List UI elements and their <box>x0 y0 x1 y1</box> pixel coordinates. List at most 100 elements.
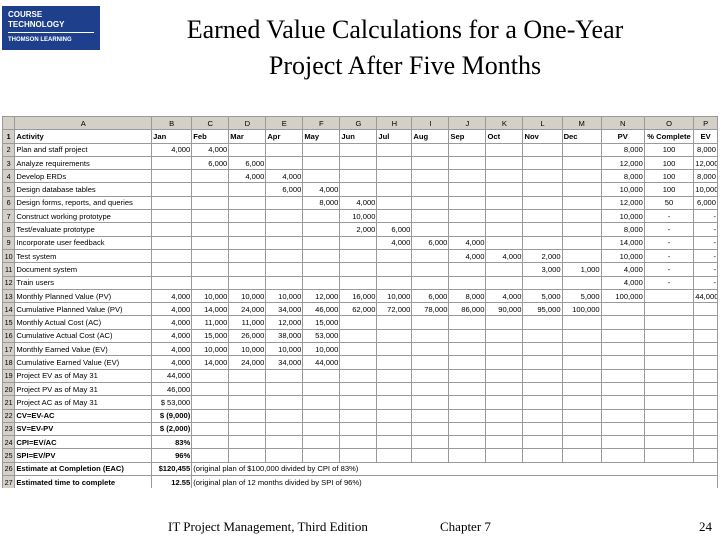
value-cell: 12,000 <box>693 155 718 171</box>
row-number: 13 <box>2 288 16 304</box>
value-cell <box>265 275 304 290</box>
value-cell: 34,000 <box>265 302 304 317</box>
column-letter: J <box>448 116 487 131</box>
value-cell <box>643 288 695 304</box>
activity-cell: CV=EV-AC <box>14 408 153 423</box>
value-cell <box>522 448 563 463</box>
value-cell: 5,000 <box>561 288 602 304</box>
table-row: 8 Test/evaluate prototype 2,000 6,000 8,000-… <box>2 222 718 237</box>
value-cell <box>693 435 718 450</box>
value-cell: 12,000 <box>600 195 645 211</box>
column-letter: E <box>265 116 304 131</box>
value-cell <box>411 408 450 423</box>
value-cell: 44,000 <box>151 368 193 383</box>
value-cell <box>561 222 602 237</box>
value-cell: Dec <box>561 129 602 144</box>
value-cell <box>522 408 563 423</box>
value-cell <box>265 448 304 463</box>
slide-title-line-2: Project After Five Months <box>268 51 542 80</box>
activity-cell: Monthly Planned Value (PV) <box>14 288 153 304</box>
column-letter: H <box>376 116 413 131</box>
value-cell: 4,000 <box>339 195 378 211</box>
value-cell <box>448 169 487 184</box>
value-cell: 46,000 <box>151 381 193 397</box>
value-cell <box>151 182 193 197</box>
value-cell <box>561 328 602 344</box>
value-cell <box>448 342 487 357</box>
value-cell <box>448 421 487 437</box>
value-cell: 4,000 <box>376 235 413 250</box>
value-cell <box>522 355 563 370</box>
value-cell: 10,000 <box>600 182 645 197</box>
value-cell: 24,000 <box>228 302 267 317</box>
value-cell <box>191 435 230 450</box>
value-cell: 4,000 <box>228 169 267 184</box>
value-cell: 4,000 <box>151 328 193 344</box>
note-cell: (original plan of 12 months divided by S… <box>191 475 718 488</box>
value-cell <box>376 315 413 330</box>
value-cell <box>411 435 450 450</box>
value-cell <box>522 395 563 410</box>
row-number: 21 <box>2 395 16 410</box>
value-cell <box>151 248 193 264</box>
row-number: 17 <box>2 342 16 357</box>
value-cell: 4,000 <box>600 275 645 290</box>
value-cell: 4,000 <box>151 302 193 317</box>
value-cell <box>265 222 304 237</box>
value-cell <box>228 435 267 450</box>
value-cell: - <box>643 222 695 237</box>
value-cell <box>191 169 230 184</box>
value-cell <box>600 315 645 330</box>
value-cell <box>561 155 602 171</box>
value-cell <box>376 275 413 290</box>
table-row: 9 Incorporate user feedback 4,000 6,000 4,00… <box>2 235 718 250</box>
value-cell <box>411 328 450 344</box>
value-cell <box>561 421 602 437</box>
table-row: 1 Activity Jan Feb Mar Apr May Jun Jul Aug Sep Oct N… <box>2 129 718 144</box>
activity-cell: Cumulative Planned Value (PV) <box>14 302 153 317</box>
value-cell <box>376 195 413 211</box>
value-cell: 10,000 <box>191 288 230 304</box>
value-cell: 10,000 <box>600 209 645 224</box>
value-cell <box>302 235 341 250</box>
value-cell <box>448 381 487 397</box>
value-cell <box>600 342 645 357</box>
value-cell <box>643 408 695 423</box>
value-cell <box>561 142 602 157</box>
value-cell <box>376 142 413 157</box>
value-cell: Jan <box>151 129 193 144</box>
value-cell <box>522 328 563 344</box>
value-cell: 2,000 <box>522 248 563 264</box>
value-cell: 4,000 <box>151 355 193 370</box>
value-cell: 14,000 <box>600 235 645 250</box>
value-cell: - <box>693 275 718 290</box>
value-cell: 4,000 <box>485 288 524 304</box>
activity-cell: Project AC as of May 31 <box>14 395 153 410</box>
value-cell <box>265 155 304 171</box>
value-cell <box>228 209 267 224</box>
row-number: 25 <box>2 448 16 463</box>
value-cell: $ 53,000 <box>151 395 193 410</box>
activity-cell: Monthly Earned Value (EV) <box>14 342 153 357</box>
row-number: 5 <box>2 182 16 197</box>
value-cell <box>191 448 230 463</box>
value-cell <box>339 408 378 423</box>
value-cell: 4,000 <box>302 182 341 197</box>
value-cell <box>561 195 602 211</box>
table-row: 13 Monthly Planned Value (PV) 4,000 10,000 1… <box>2 288 718 304</box>
value-cell <box>376 209 413 224</box>
table-row: 14 Cumulative Planned Value (PV) 4,000 14,0… <box>2 302 718 317</box>
table-row: 24 CPI=EV/AC 83% <box>2 435 718 450</box>
column-letter: G <box>339 116 378 131</box>
value-cell: 10,000 <box>228 342 267 357</box>
value-cell <box>339 448 378 463</box>
row-number: 24 <box>2 435 16 450</box>
table-row: 20 Project PV as of May 31 46,000 <box>2 381 718 397</box>
value-cell <box>302 435 341 450</box>
value-cell: 95,000 <box>522 302 563 317</box>
slide-title-line-1: Earned Value Calculations for a One-Year <box>186 15 624 44</box>
value-cell: $ (2,000) <box>151 421 193 437</box>
value-cell <box>191 248 230 264</box>
activity-cell: Develop ERDs <box>14 169 153 184</box>
